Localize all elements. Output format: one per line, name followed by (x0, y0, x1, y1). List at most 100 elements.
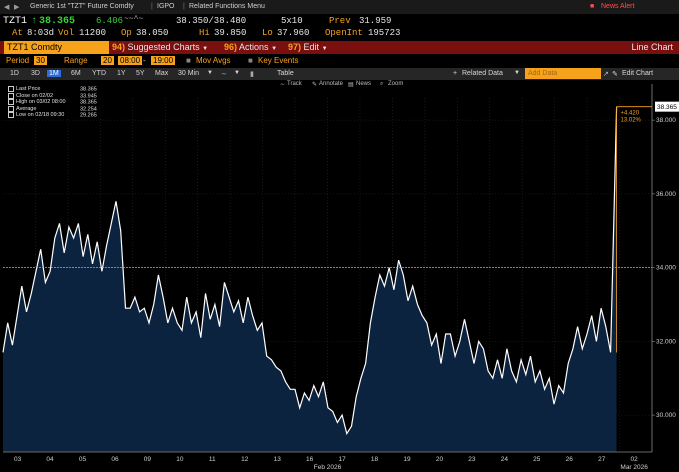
range-ytd[interactable]: YTD (92, 70, 106, 77)
range-1d[interactable]: 1D (10, 70, 19, 77)
open-interest: 195723 (368, 28, 401, 38)
x-tick-label: 19 (403, 456, 411, 463)
x-tick-label: 13 (274, 456, 282, 463)
legend-label: Average (16, 105, 37, 112)
change-pct-annotation: 13.02% (621, 118, 642, 124)
prev-close: 31.959 (359, 16, 392, 26)
security-path[interactable]: Generic 1st "TZT" Future Comdty (30, 3, 134, 10)
quote-time: 8:03d (27, 28, 55, 38)
x-tick-label: 03 (14, 456, 22, 463)
edit-chart-icon[interactable]: ✎ (612, 71, 618, 78)
range-start-time[interactable]: 08:00 (118, 56, 143, 65)
track-tool[interactable]: Track (287, 81, 302, 87)
edit-chart-button[interactable]: Edit Chart (622, 70, 654, 77)
news-alert-label[interactable]: News Alert (601, 3, 635, 10)
suggested-charts-button[interactable]: 94) Suggested Charts ▼ (112, 41, 208, 54)
vol-label: Vol (58, 28, 75, 38)
x-tick-label: 24 (501, 456, 509, 463)
y-tick-label: 34.000 (656, 265, 676, 272)
legend-swatch[interactable] (8, 99, 14, 105)
bar-chart-icon[interactable]: ▮ (250, 71, 254, 78)
x-tick-label: 12 (241, 456, 249, 463)
line-chart-icon[interactable]: ∼ (221, 71, 227, 78)
security-field[interactable]: TZT1 Comdty (4, 41, 109, 54)
track-icon[interactable]: ∼ (280, 82, 286, 88)
range-input[interactable]: 20 (101, 56, 114, 65)
legend-swatch[interactable] (8, 92, 14, 99)
bid-ask-size: 5x10 (281, 16, 303, 26)
x-tick-label: 05 (79, 456, 87, 463)
key-events-checkbox[interactable]: ■ (248, 56, 253, 65)
price-line[interactable] (2, 106, 618, 436)
related-data-button[interactable]: Related Data (462, 70, 503, 77)
related-functions-menu[interactable]: Related Functions Menu (189, 3, 265, 10)
function-code[interactable]: IGPO (157, 3, 175, 10)
range-label: Range (64, 56, 88, 65)
back-icon[interactable]: ◀ (4, 4, 10, 11)
zoom-tool[interactable]: Zoom (388, 81, 404, 87)
x-tick-label: 26 (566, 456, 574, 463)
command-bar: TZT1 Comdty 94) Suggested Charts ▼ 96) A… (0, 41, 679, 54)
dropdown-icon: ▼ (202, 46, 209, 52)
x-tick-label: 02 (631, 456, 639, 463)
legend-value: 33.945 (80, 92, 97, 99)
high-price: 39.850 (214, 28, 247, 38)
open-price: 38.050 (136, 28, 169, 38)
actions-number: 96) (224, 42, 238, 52)
legend-item: Last Price 38.365 (8, 86, 108, 93)
range-end-time[interactable]: 19:00 (151, 56, 176, 65)
annotate-tool[interactable]: Annotate (319, 81, 344, 87)
legend-item: Average 32.254 (8, 105, 108, 113)
zoom-icon[interactable]: ⌕ (380, 81, 384, 87)
x-tick-label: 20 (436, 456, 444, 463)
forward-icon[interactable]: ▶ (14, 4, 20, 11)
suggested-charts-number: 94) (112, 42, 126, 52)
period-bar: Period 30 Range 20 08:00 - 19:00 ■ Mov A… (6, 56, 299, 65)
dropdown-icon: ▼ (321, 46, 328, 52)
range-1m[interactable]: 1M (47, 70, 61, 77)
collapse-icon[interactable]: ↗ (603, 71, 609, 78)
legend-swatch[interactable] (8, 105, 14, 112)
legend-item: Close on 02/02 33.945 (8, 92, 108, 100)
x-tick-label: 25 (533, 456, 541, 463)
x-tick-label: 16 (306, 456, 314, 463)
x-tick-label: 09 (144, 456, 152, 463)
edit-button[interactable]: 97) Edit ▼ (288, 41, 328, 54)
up-arrow-icon: ↑ (31, 16, 38, 27)
range-1y[interactable]: 1Y (117, 70, 126, 77)
period-input[interactable]: 30 (34, 56, 47, 65)
news-tool[interactable]: News (356, 81, 372, 87)
change-annotation: +4.420 (621, 111, 640, 117)
range-3d[interactable]: 3D (31, 70, 40, 77)
dropdown-icon: ▼ (234, 70, 240, 76)
legend-value: 32.254 (80, 105, 97, 112)
actions-button[interactable]: 96) Actions ▼ (224, 41, 277, 54)
interval-select[interactable]: 30 Min (178, 70, 200, 77)
annotate-icon[interactable]: ✎ (312, 82, 318, 88)
y-tick-label: 32.000 (656, 338, 676, 345)
legend-swatch[interactable] (8, 86, 14, 92)
news-alert-icon[interactable]: ■ (590, 3, 595, 10)
legend-label: Low on 02/18 09:30 (16, 112, 65, 119)
open-interest-label: OpenInt (325, 28, 363, 38)
news-icon[interactable]: ▤ (348, 82, 354, 88)
range-selector-bar: 1D 3D 1M 6M YTD 1Y 5Y Max 30 Min ▼ ∼ ▼ ▮… (0, 68, 679, 80)
plus-icon[interactable]: + (453, 70, 458, 77)
table-button[interactable]: Table (277, 70, 294, 77)
range-6m[interactable]: 6M (71, 70, 81, 77)
top-navigation-bar: ◀ ▶ Generic 1st "TZT" Future Comdty | IG… (0, 0, 679, 14)
x-tick-label: 11 (209, 456, 216, 463)
open-label: Op (121, 28, 132, 38)
mov-avgs-label[interactable]: Mov Avgs (196, 56, 231, 65)
legend-swatch[interactable] (8, 112, 14, 118)
chart-type-title: Line Chart (631, 42, 673, 52)
range-5y[interactable]: 5Y (136, 70, 145, 77)
x-tick-label: 10 (176, 456, 184, 463)
range-max[interactable]: Max (155, 70, 169, 77)
y-tick-label: 38.000 (656, 117, 676, 124)
mov-avgs-checkbox[interactable]: ■ (186, 56, 191, 65)
x-tick-label: 04 (46, 456, 54, 463)
key-events-label[interactable]: Key Events (258, 56, 299, 65)
add-data-input[interactable]: Add Data (525, 68, 601, 79)
